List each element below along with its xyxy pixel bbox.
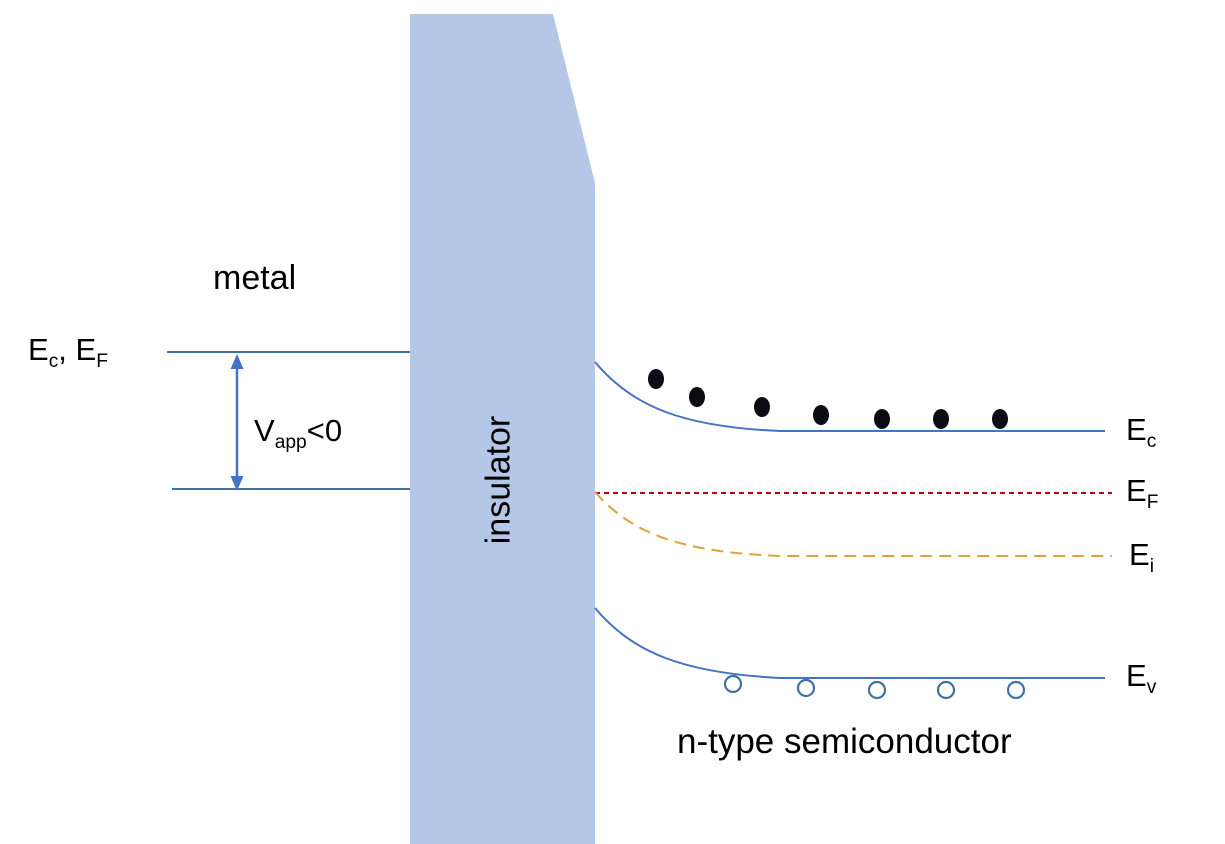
metal-fermi-base1: E — [28, 332, 49, 367]
hole-dot — [867, 680, 887, 700]
semiconductor-label: n-type semiconductor — [677, 722, 1012, 761]
ev-sub: v — [1146, 677, 1157, 699]
electron-dot — [689, 387, 705, 407]
vapp-arrow-head-top — [230, 354, 244, 369]
electron-dot — [874, 409, 890, 429]
ei-base: E — [1129, 537, 1150, 572]
metal-fermi-sub1: c — [48, 351, 59, 373]
vapp-base: V — [254, 413, 275, 448]
ec-sub: c — [1146, 431, 1157, 453]
electron-dot — [813, 405, 829, 425]
hole-dot — [723, 674, 743, 694]
metal-fermi-sep: , — [58, 332, 76, 367]
electron-dot — [933, 409, 949, 429]
conduction-band-curve — [594, 361, 1105, 432]
vapp-rest: <0 — [306, 413, 343, 448]
intrinsic-level-curve — [594, 491, 1112, 557]
ef-sub: F — [1146, 492, 1159, 514]
hole-dots — [723, 674, 1026, 700]
vapp-arrow-head-bottom — [230, 476, 244, 491]
metal-fermi-label: Ec, EF — [28, 332, 108, 373]
vapp-sub: app — [274, 432, 307, 454]
electron-dot — [648, 369, 664, 389]
metal-fermi-base2: E — [75, 332, 97, 367]
hole-dot — [1006, 680, 1026, 700]
applied-voltage-label: Vapp<0 — [254, 413, 342, 454]
hole-dot — [796, 678, 816, 698]
conduction-band-label: Ec — [1126, 412, 1156, 453]
electron-dot — [992, 409, 1008, 429]
intrinsic-level-label: Ei — [1129, 537, 1154, 578]
fermi-level-label: EF — [1126, 473, 1158, 514]
insulator-slab — [410, 14, 595, 844]
insulator-label: insulator — [479, 415, 518, 545]
ef-base: E — [1126, 473, 1147, 508]
valence-band-curve — [594, 607, 1105, 679]
ei-sub: i — [1149, 556, 1154, 578]
hole-dot — [936, 680, 956, 700]
metal-fermi-sub2: F — [96, 351, 108, 373]
ev-base: E — [1126, 658, 1147, 693]
valence-band-label: Ev — [1126, 658, 1156, 699]
ec-base: E — [1126, 412, 1147, 447]
metal-label: metal — [213, 259, 297, 297]
electron-dots — [648, 369, 1008, 429]
vapp-arrow — [230, 354, 244, 491]
electron-dot — [754, 397, 770, 417]
